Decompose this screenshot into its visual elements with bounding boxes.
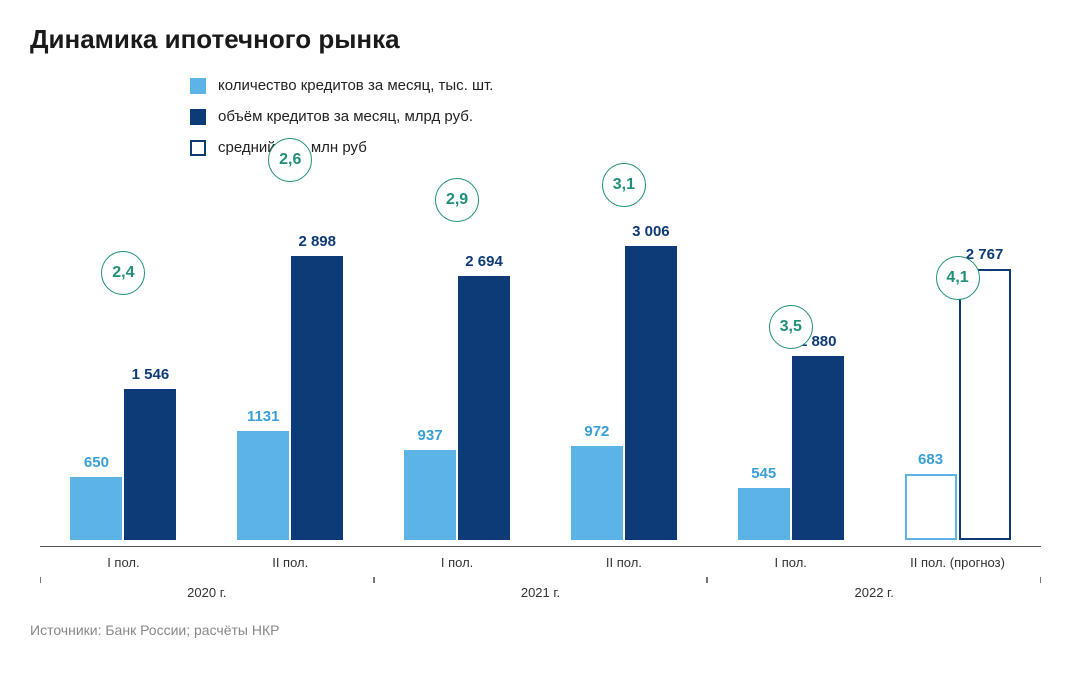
legend-item: объём кредитов за месяц, млрд руб. xyxy=(190,108,1051,125)
x-period-label: II пол. xyxy=(215,555,365,570)
chart-plot: 2,46501 5462,611312 8982,99372 6943,1972… xyxy=(30,170,1051,540)
bar-value-label: 972 xyxy=(584,423,609,440)
bar-group: 3,19723 006 xyxy=(549,223,699,540)
x-period-label: I пол. xyxy=(716,555,866,570)
bar-series-volume xyxy=(458,276,510,540)
x-year-label: 2021 г. xyxy=(374,576,708,600)
bar-value-label: 2 694 xyxy=(465,253,503,270)
bar-group: 3,55451 880 xyxy=(716,333,866,540)
bar-group: 4,16832 767 xyxy=(883,246,1033,540)
bar-series-count xyxy=(738,488,790,540)
avg-check-bubble: 4,1 xyxy=(936,256,980,300)
legend-label: количество кредитов за месяц, тыс. шт. xyxy=(218,77,493,94)
x-period-label: II пол. xyxy=(549,555,699,570)
legend-item: средний чек, млн руб xyxy=(190,139,1051,156)
avg-check-bubble: 2,9 xyxy=(435,178,479,222)
x-axis-line xyxy=(40,546,1041,547)
bar-series-count xyxy=(237,431,289,540)
bar-value-label: 1 546 xyxy=(132,366,170,383)
bar-series-count xyxy=(905,474,957,540)
x-year-label: 2022 г. xyxy=(707,576,1041,600)
source-note: Источники: Банк России; расчёты НКР xyxy=(30,622,1051,638)
x-period-label: I пол. xyxy=(48,555,198,570)
bar-series-volume xyxy=(959,269,1011,540)
legend: количество кредитов за месяц, тыс. шт. об… xyxy=(190,77,1051,156)
x-year-label: 2020 г. xyxy=(40,576,374,600)
x-axis-period-labels: I пол. II пол. I пол. II пол. I пол. II пол. … xyxy=(30,547,1051,570)
bar-value-label: 3 006 xyxy=(632,223,670,240)
bar-value-label: 1131 xyxy=(247,408,280,425)
avg-check-bubble: 2,4 xyxy=(101,251,145,295)
legend-swatch xyxy=(190,140,206,156)
bar-series-volume xyxy=(291,256,343,540)
bar-group: 2,611312 898 xyxy=(215,233,365,540)
bar-value-label: 545 xyxy=(751,465,776,482)
bar-series-volume xyxy=(124,389,176,540)
x-period-label: II пол. (прогноз) xyxy=(883,555,1033,570)
legend-item: количество кредитов за месяц, тыс. шт. xyxy=(190,77,1051,94)
chart-title: Динамика ипотечного рынка xyxy=(30,24,1051,55)
bar-value-label: 650 xyxy=(84,454,109,471)
bar-value-label: 937 xyxy=(418,427,443,444)
avg-check-bubble: 3,1 xyxy=(602,163,646,207)
bar-series-count xyxy=(70,477,122,540)
x-period-label: I пол. xyxy=(382,555,532,570)
bar-series-count xyxy=(571,446,623,540)
bar-value-label: 683 xyxy=(918,451,943,468)
bar-group: 2,99372 694 xyxy=(382,253,532,540)
x-axis-year-labels: 2020 г.2021 г.2022 г. xyxy=(30,576,1051,600)
legend-swatch xyxy=(190,78,206,94)
avg-check-bubble: 2,6 xyxy=(268,138,312,182)
bar-group: 2,46501 546 xyxy=(48,366,198,540)
bar-value-label: 2 898 xyxy=(298,233,336,250)
legend-label: объём кредитов за месяц, млрд руб. xyxy=(218,108,473,125)
avg-check-bubble: 3,5 xyxy=(769,305,813,349)
bar-series-volume xyxy=(625,246,677,540)
bar-series-volume xyxy=(792,356,844,540)
bar-series-count xyxy=(404,450,456,540)
legend-swatch xyxy=(190,109,206,125)
